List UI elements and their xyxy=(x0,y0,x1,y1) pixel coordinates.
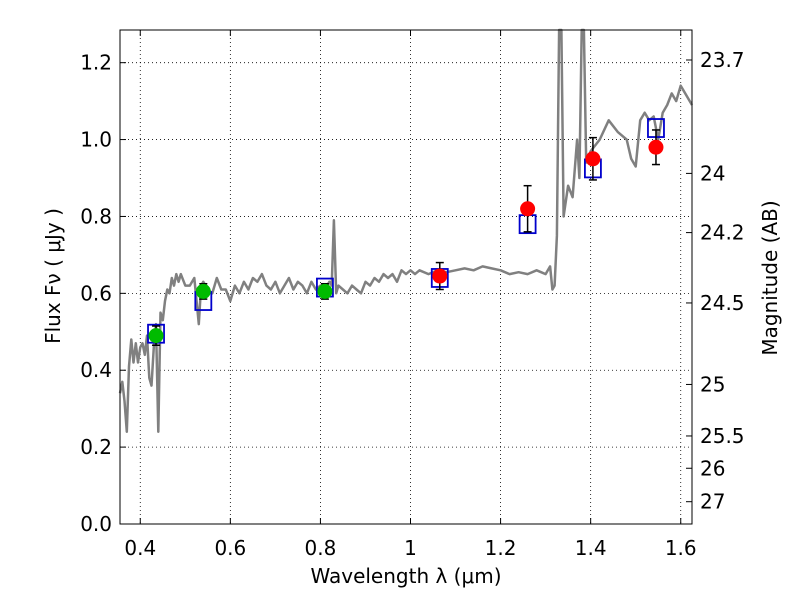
marker-layer xyxy=(147,118,665,346)
spectrum-layer xyxy=(118,28,694,433)
spectrum-line xyxy=(118,28,694,433)
y-tick-label: 0.8 xyxy=(80,204,112,228)
observed-data-point xyxy=(195,283,211,299)
x-tick-label: 1.2 xyxy=(485,536,517,560)
y2-tick-label: 24 xyxy=(700,161,725,185)
y-tick-label: 0.2 xyxy=(80,435,112,459)
y2-tick-label: 24.5 xyxy=(700,291,745,315)
x-tick-label: 1 xyxy=(404,536,417,560)
y-tick-label: 0.4 xyxy=(80,358,112,382)
y2-tick-label: 25 xyxy=(700,372,725,396)
x-tick-label: 1.4 xyxy=(575,536,607,560)
y-tick-label: 1.0 xyxy=(80,128,112,152)
observed-data-point xyxy=(648,139,664,155)
observed-data-point xyxy=(148,328,164,344)
plot-frame xyxy=(119,29,693,525)
x-tick-label: 0.8 xyxy=(305,536,337,560)
x-tick-label: 0.4 xyxy=(124,536,156,560)
observed-data-point xyxy=(585,151,601,167)
observed-data-point xyxy=(317,283,333,299)
y2-tick-label: 23.7 xyxy=(700,48,745,72)
y-tick-label: 1.2 xyxy=(80,51,112,75)
x-tick-label: 0.6 xyxy=(214,536,246,560)
observed-data-point xyxy=(520,201,536,217)
observed-data-point xyxy=(432,268,448,284)
x-axis-label: Wavelength λ (μm) xyxy=(310,564,501,588)
y2-axis-label: Magnitude (AB) xyxy=(758,200,782,355)
y2-tick-label: 25.5 xyxy=(700,424,745,448)
y2-tick-label: 27 xyxy=(700,490,725,514)
y-axis-label: Flux Fν ( μJy ) xyxy=(41,208,65,344)
y-tick-label: 0.0 xyxy=(80,512,112,536)
tick-layer: 0.4 0.6 0.8 1 1.2 1.4 1.6 0.0 0.2 0.4 0.6 0.8 1.0 1.2… xyxy=(80,30,745,560)
y-tick-label: 0.6 xyxy=(80,281,112,305)
x-tick-label: 1.6 xyxy=(665,536,697,560)
y2-tick-label: 26 xyxy=(700,456,725,480)
y2-tick-label: 24.2 xyxy=(700,221,745,245)
